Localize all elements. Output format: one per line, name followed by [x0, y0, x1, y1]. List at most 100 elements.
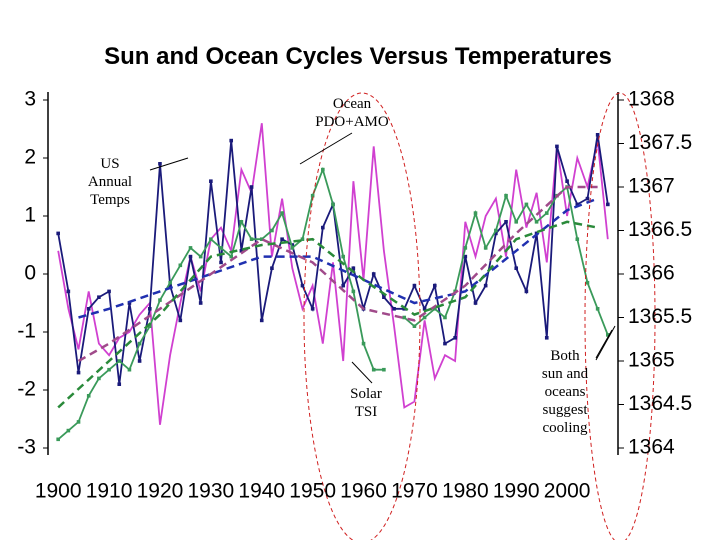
point: [371, 367, 376, 372]
point: [259, 237, 264, 241]
annotation-line: Annual: [88, 174, 132, 190]
point: [371, 272, 376, 276]
point: [56, 437, 60, 442]
annotation-line: Both: [550, 348, 580, 364]
point: [198, 254, 203, 259]
point: [351, 266, 356, 270]
y-tick-label: -1: [17, 320, 36, 343]
annotation: US Annual Temps: [88, 156, 132, 208]
point: [494, 228, 498, 233]
y-tick-label: 1: [24, 204, 36, 227]
annotation-line: US: [100, 156, 119, 172]
x-tick-label: 1910: [86, 480, 133, 503]
point: [117, 359, 122, 363]
y-tick-label: -3: [17, 436, 36, 459]
point: [259, 318, 264, 323]
point: [514, 220, 519, 224]
point: [168, 283, 172, 288]
point: [300, 237, 305, 241]
point: [575, 237, 580, 241]
point: [432, 283, 437, 288]
x-tick-label: 2000: [544, 480, 591, 503]
point: [209, 179, 213, 183]
point: [392, 307, 396, 311]
point: [76, 420, 81, 424]
annotation-box: [340, 383, 390, 423]
point: [178, 318, 183, 323]
y-tick-label: 3: [24, 88, 36, 111]
point: [147, 324, 152, 328]
point: [341, 254, 345, 259]
point: [168, 280, 172, 285]
y2-tick-label: 1365.5: [628, 305, 692, 328]
annotation-line: Ocean: [333, 96, 372, 112]
point: [56, 231, 60, 236]
point: [351, 289, 356, 294]
point: [382, 367, 386, 372]
point: [97, 295, 101, 299]
point: [229, 138, 234, 143]
point: [239, 249, 244, 253]
point: [66, 289, 71, 294]
point: [412, 283, 417, 288]
point: [280, 237, 284, 241]
annotation-line: TSI: [355, 404, 378, 420]
annotation-line: Temps: [90, 192, 130, 208]
point: [270, 266, 274, 270]
point: [147, 307, 152, 311]
point: [504, 193, 508, 198]
point: [97, 376, 101, 381]
x-tick-label: 1960: [340, 480, 387, 503]
y2-tick-label: 1365: [628, 349, 675, 372]
point: [514, 266, 519, 270]
point: [331, 202, 335, 207]
annotation-line: sun and: [542, 366, 589, 382]
point: [463, 246, 468, 250]
chart-title: Sun and Ocean Cycles Versus Temperatures: [104, 43, 612, 70]
point: [544, 211, 549, 215]
point: [585, 196, 590, 201]
y2-tick-label: 1364.5: [628, 392, 692, 415]
point: [443, 315, 447, 320]
plot: [56, 123, 610, 442]
point: [544, 336, 549, 340]
x-tick-label: 1920: [137, 480, 184, 503]
x-tick-label: 1950: [289, 480, 336, 503]
point: [137, 341, 142, 346]
point: [443, 341, 447, 346]
point: [534, 220, 539, 224]
point: [361, 341, 366, 346]
y-tick-label: 2: [24, 146, 36, 169]
point: [249, 237, 254, 241]
annotation-box: [525, 345, 605, 455]
point: [494, 231, 498, 236]
y2-tick-label: 1367: [628, 175, 675, 198]
point: [107, 289, 111, 294]
x-tick-label: 1970: [391, 480, 438, 503]
point: [453, 336, 457, 340]
point: [158, 162, 162, 166]
annotation: Both sun and oceans suggest cooling: [542, 348, 589, 436]
point: [158, 298, 162, 302]
point: [412, 324, 417, 328]
point: [249, 185, 254, 189]
point: [310, 193, 315, 198]
point: [473, 211, 478, 215]
point: [209, 237, 213, 241]
annotations: Ocean PDO+AMO US Annual Temps Solar TSI Both sun…: [88, 96, 589, 436]
point: [575, 202, 580, 207]
x-tick-label: 1940: [238, 480, 285, 503]
point: [483, 246, 488, 250]
point: [402, 315, 407, 320]
point: [463, 254, 468, 259]
point: [280, 211, 284, 215]
annotation-line: oceans: [545, 384, 586, 400]
y-tick-label: 0: [24, 262, 36, 285]
point: [524, 202, 529, 207]
y2-tick-label: 1368: [628, 88, 675, 111]
point: [137, 359, 142, 363]
point: [565, 179, 569, 183]
point: [310, 307, 315, 311]
point: [66, 428, 71, 433]
